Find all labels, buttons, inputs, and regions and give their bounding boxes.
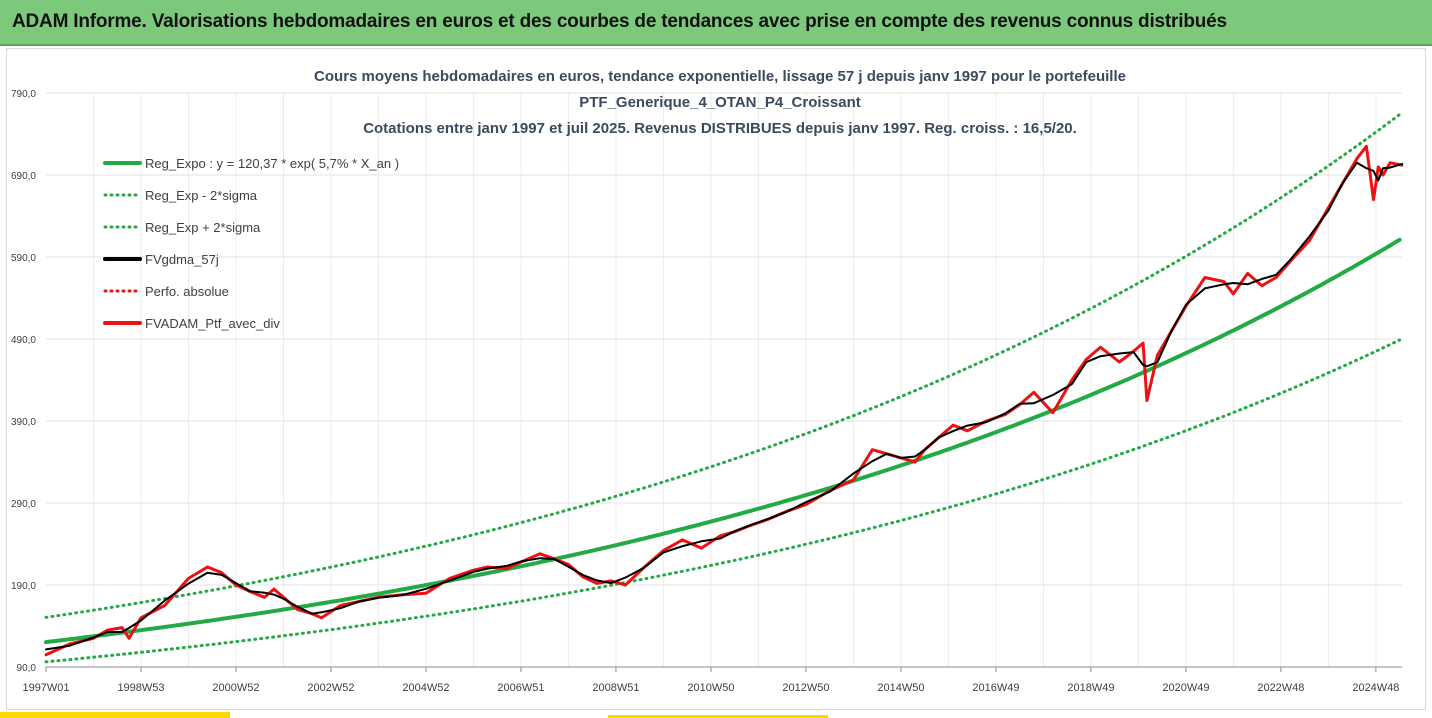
yellow-accent-bar-right bbox=[608, 715, 828, 718]
chart-legend: Reg_Expo : y = 120,37 * exp( 5,7% * X_an… bbox=[103, 156, 399, 331]
series-line-trend bbox=[44, 237, 1402, 645]
series-line-smooth bbox=[45, 161, 1403, 651]
chart-title-line: Cours moyens hebdomadaires en euros, ten… bbox=[314, 68, 1126, 85]
x-tick-label: 2024W48 bbox=[1352, 682, 1399, 694]
report-title: ADAM Informe. Valorisations hebdomadaire… bbox=[12, 11, 1227, 32]
chart-title-block: Cours moyens hebdomadaires en euros, ten… bbox=[314, 68, 1126, 137]
y-tick-label: 290,0 bbox=[11, 499, 36, 510]
x-tick-label: 2012W50 bbox=[782, 682, 829, 694]
y-tick-label: 790,0 bbox=[11, 89, 36, 100]
tick-labels: 90,0 190,0 290,0 390,0 490,0 590,0 690,0 790,0 1… bbox=[11, 89, 1399, 694]
legend-label: Reg_Exp - 2*sigma bbox=[145, 188, 258, 203]
y-tick-label: 90,0 bbox=[17, 663, 37, 674]
x-tick-label: 2016W49 bbox=[972, 682, 1019, 694]
chart-frame bbox=[6, 48, 1426, 710]
series-line-lower bbox=[44, 338, 1402, 664]
chart-title-line: Cotations entre janv 1997 et juil 2025. … bbox=[363, 120, 1077, 137]
y-tick-label: 590,0 bbox=[11, 253, 36, 264]
legend-label: Reg_Expo : y = 120,37 * exp( 5,7% * X_an… bbox=[145, 156, 399, 171]
chart-series bbox=[44, 113, 1404, 664]
header-bar: ADAM Informe. Valorisations hebdomadaire… bbox=[0, 0, 1432, 46]
y-tick-label: 690,0 bbox=[11, 171, 36, 182]
x-tick-label: 2004W52 bbox=[402, 682, 449, 694]
legend-label: FVgdma_57j bbox=[145, 252, 219, 267]
legend-label: Perfo. absolue bbox=[145, 284, 229, 299]
y-tick-label: 190,0 bbox=[11, 581, 36, 592]
x-tick-label: 1998W53 bbox=[117, 682, 164, 694]
x-tick-label: 2014W50 bbox=[877, 682, 924, 694]
x-tick-label: 2010W50 bbox=[687, 682, 734, 694]
x-tick-label: 2002W52 bbox=[307, 682, 354, 694]
legend-label: Reg_Exp + 2*sigma bbox=[145, 220, 261, 235]
x-tick-label: 2022W48 bbox=[1257, 682, 1304, 694]
yellow-accent-bar bbox=[0, 712, 230, 718]
x-tick-label: 2008W51 bbox=[592, 682, 639, 694]
chart-title-line: PTF_Generique_4_OTAN_P4_Croissant bbox=[579, 94, 860, 111]
chart-axes bbox=[45, 666, 1402, 672]
y-tick-label: 490,0 bbox=[11, 335, 36, 346]
series-line-upper bbox=[44, 113, 1402, 619]
y-tick-label: 390,0 bbox=[11, 417, 36, 428]
chart-grid bbox=[46, 92, 1402, 668]
x-tick-label: 2000W52 bbox=[212, 682, 259, 694]
x-tick-label: 2006W51 bbox=[497, 682, 544, 694]
x-tick-label: 1997W01 bbox=[22, 682, 69, 694]
x-tick-label: 2020W49 bbox=[1162, 682, 1209, 694]
x-tick-label: 2018W49 bbox=[1067, 682, 1114, 694]
legend-label: FVADAM_Ptf_avec_div bbox=[145, 316, 280, 331]
